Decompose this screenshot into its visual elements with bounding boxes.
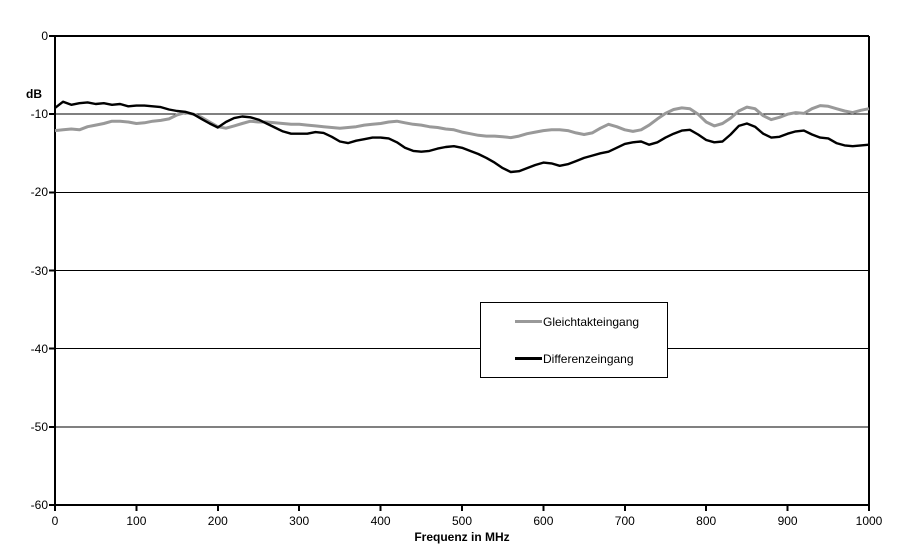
x-axis-title: Frequenz in MHz [414,530,510,544]
legend-item-differenzeingang: Differenzeingang [481,344,667,374]
legend-item-gleichtakteingang: Gleichtakteingang [481,307,667,337]
legend-label-differenzeingang: Differenzeingang [543,351,634,366]
legend-label-gleichtakteingang: Gleichtakteingang [543,314,640,329]
y-axis-title: dB [26,87,42,101]
differenzeingang-line-swatch [515,357,542,360]
legend: Gleichtakteingang Differenzeingang [480,302,668,378]
gleichtakteingang-line-swatch [515,320,542,323]
series-line-differenzeingang [54,100,870,174]
